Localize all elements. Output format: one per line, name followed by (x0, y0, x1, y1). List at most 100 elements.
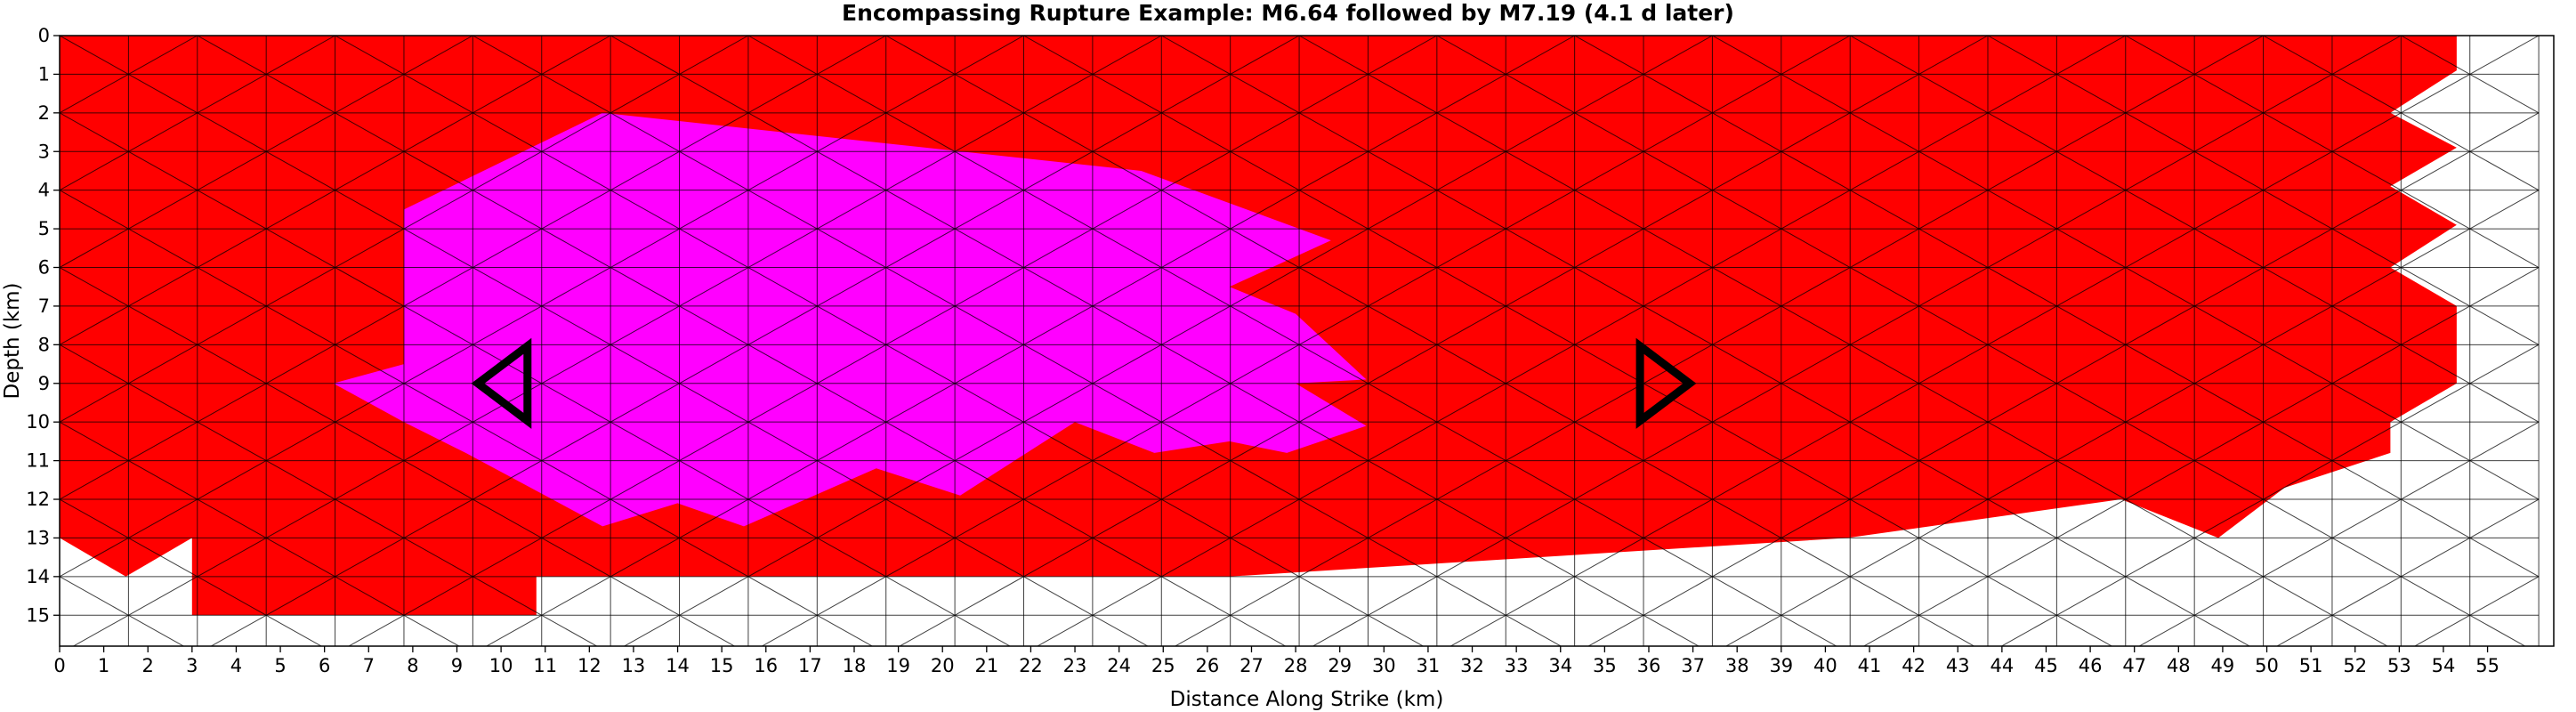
x-tick-label: 47 (2122, 655, 2146, 676)
mesh-diagonal-line (197, 150, 267, 191)
mesh-diagonal-line (1230, 150, 1300, 191)
mesh-diagonal-line (60, 150, 129, 191)
mesh-diagonal-line (1574, 421, 1644, 462)
mesh-diagonal-line (2125, 150, 2195, 191)
mesh-diagonal-line (817, 112, 886, 152)
mesh-diagonal-line (747, 228, 818, 268)
mesh-diagonal-line (679, 344, 749, 384)
mesh-diagonal-line (1298, 344, 1369, 384)
mesh-diagonal-line (1574, 498, 1644, 538)
mesh-diagonal-line (1436, 576, 1506, 616)
mesh-diagonal-line (1298, 73, 1369, 114)
mesh-diagonal-line (2193, 614, 2251, 646)
mesh-diagonal-line (1298, 305, 1369, 345)
mesh-diagonal-line (2138, 614, 2195, 646)
mesh-diagonal-line (2263, 576, 2333, 616)
mesh-diagonal-line (1161, 498, 1231, 538)
hypocenter-marker-m7-19 (1635, 337, 1697, 429)
mesh-diagonal-line (747, 305, 818, 345)
mesh-diagonal-line (265, 576, 335, 616)
mesh-diagonal-line (885, 305, 956, 345)
mesh-diagonal-line (1298, 112, 1369, 152)
mesh-diagonal-line (1574, 305, 1644, 345)
mesh-diagonal-line (679, 460, 749, 500)
mesh-diagonal-line (60, 305, 129, 345)
mesh-diagonal-line (2193, 421, 2264, 462)
mesh-diagonal-line (403, 614, 460, 646)
mesh-diagonal-line (679, 73, 749, 114)
mesh-diagonal-line (1298, 576, 1369, 616)
mesh-diagonal-line (2125, 344, 2195, 384)
x-tick-label: 52 (2343, 655, 2367, 676)
mesh-diagonal-line (747, 73, 818, 114)
mesh-diagonal-line (1643, 498, 1713, 538)
x-tick-label: 18 (843, 655, 867, 676)
mesh-diagonal-line (472, 537, 542, 578)
mesh-diagonal-line (1230, 460, 1300, 500)
mesh-diagonal-line (1643, 576, 1713, 616)
mesh-diagonal-line (1918, 498, 1989, 538)
mesh-diagonal-line (197, 36, 267, 75)
mesh-diagonal-line (1368, 228, 1438, 268)
mesh-diagonal-line (1092, 576, 1162, 616)
mesh-diagonal-line (541, 267, 611, 307)
mesh-diagonal-line (2401, 305, 2470, 345)
mesh-diagonal-line (1174, 614, 1231, 646)
mesh-diagonal-line (1781, 576, 1851, 616)
mesh-diagonal-line (2331, 383, 2402, 423)
mesh-diagonal-line (1918, 344, 1989, 384)
chart-title: Encompassing Rupture Example: M6.64 foll… (842, 0, 1734, 26)
mesh-diagonal-line (1643, 537, 1713, 578)
mesh-diagonal-line (2125, 576, 2195, 616)
mesh-diagonal-line (1161, 344, 1231, 384)
mesh-diagonal-line (72, 614, 129, 646)
mesh-diagonal-line (2401, 576, 2470, 616)
mesh-diagonal-line (1781, 460, 1851, 500)
mesh-diagonal-line (747, 150, 818, 191)
mesh-diagonal-line (817, 228, 886, 268)
mesh-diagonal-line (2469, 267, 2540, 307)
mesh-diagonal-line (954, 228, 1024, 268)
mesh-diagonal-line (335, 576, 405, 616)
mesh-diagonal-line (2469, 614, 2526, 646)
mesh-diagonal-line (2413, 614, 2470, 646)
mesh-diagonal-line (1781, 344, 1851, 384)
y-tick-label: 2 (38, 102, 50, 124)
mesh-diagonal-line (2263, 383, 2333, 423)
mesh-diagonal-line (1849, 228, 1919, 268)
mesh-diagonal-line (2469, 150, 2540, 191)
mesh-diagonal-line (541, 190, 611, 230)
mesh-diagonal-line (954, 614, 1012, 646)
mesh-diagonal-line (1987, 190, 2057, 230)
mesh-diagonal-line (1161, 112, 1231, 152)
mesh-diagonal-line (2401, 228, 2470, 268)
mesh-diagonal-line (1849, 305, 1919, 345)
mesh-diagonal-line (1092, 36, 1162, 75)
mesh-diagonal-line (128, 305, 198, 345)
mesh-diagonal-line (1298, 190, 1369, 230)
mesh-diagonal-line (1368, 614, 1425, 646)
mesh-diagonal-line (1781, 537, 1851, 578)
mesh-diagonal-line (2193, 36, 2264, 75)
mesh-diagonal-line (265, 383, 335, 423)
mesh-diagonal-line (1712, 267, 1782, 307)
mesh-diagonal-line (1023, 537, 1094, 578)
mesh-diagonal-line (128, 460, 198, 500)
x-tick-label: 54 (2432, 655, 2456, 676)
mesh-diagonal-line (1161, 421, 1231, 462)
mesh-diagonal-line (197, 190, 267, 230)
x-tick-label: 29 (1328, 655, 1352, 676)
mesh-diagonal-line (60, 421, 129, 462)
mesh-diagonal-line (1781, 150, 1851, 191)
mesh-diagonal-line (1862, 614, 1919, 646)
mesh-diagonal-line (60, 36, 129, 75)
mesh-diagonal-line (1230, 267, 1300, 307)
mesh-diagonal-line (2193, 576, 2264, 616)
mesh-diagonal-line (60, 576, 129, 616)
mesh-diagonal-line (817, 344, 886, 384)
mesh-diagonal-line (1849, 537, 1919, 578)
mesh-diagonal-line (1368, 305, 1438, 345)
mesh-diagonal-line (2331, 344, 2402, 384)
mesh-diagonal-line (1505, 383, 1575, 423)
